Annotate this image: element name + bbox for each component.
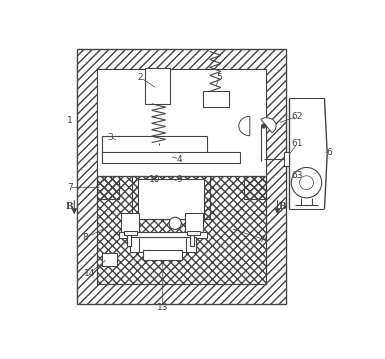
Text: 7: 7 (67, 183, 72, 192)
Bar (130, 237, 196, 252)
Text: 62: 62 (292, 112, 303, 121)
Bar (77, 48, 286, 304)
Bar (285, 152, 289, 166)
Text: 3: 3 (107, 133, 113, 142)
Polygon shape (239, 116, 250, 136)
Text: 9: 9 (176, 174, 182, 183)
Text: 6: 6 (326, 148, 332, 157)
Bar (203, 92, 229, 107)
Bar (97, 176, 119, 199)
Bar (119, 232, 207, 238)
Bar (97, 69, 266, 176)
Text: 5: 5 (216, 73, 222, 82)
Polygon shape (261, 118, 276, 133)
Bar (97, 176, 266, 284)
Bar (102, 253, 117, 266)
Text: 14: 14 (84, 269, 96, 278)
Text: B: B (279, 202, 286, 211)
Circle shape (169, 217, 181, 229)
Bar (189, 235, 194, 246)
Bar (143, 251, 182, 260)
Bar (97, 176, 119, 199)
Circle shape (261, 124, 266, 128)
Text: 1: 1 (67, 116, 72, 125)
Bar (124, 231, 137, 235)
Text: 8: 8 (82, 233, 88, 242)
Bar (244, 176, 266, 199)
Bar (102, 136, 207, 154)
Bar (185, 213, 203, 232)
Text: 63: 63 (291, 171, 303, 180)
Bar (187, 231, 200, 235)
Text: 10: 10 (149, 174, 160, 183)
Text: 61: 61 (291, 140, 303, 149)
Bar (127, 235, 131, 246)
Text: 4: 4 (177, 155, 182, 164)
Bar (97, 69, 266, 284)
Bar (102, 152, 240, 163)
Circle shape (300, 176, 313, 190)
Bar (138, 178, 204, 219)
Text: 2: 2 (138, 73, 144, 82)
Text: A: A (261, 235, 267, 244)
Bar (145, 68, 170, 104)
Text: 13: 13 (157, 303, 169, 312)
Bar (132, 176, 210, 219)
Text: B: B (66, 202, 74, 211)
Bar (121, 213, 139, 232)
Circle shape (291, 167, 322, 198)
Bar (77, 48, 286, 304)
Bar (132, 176, 210, 219)
Bar (244, 176, 266, 199)
Bar (97, 176, 266, 284)
